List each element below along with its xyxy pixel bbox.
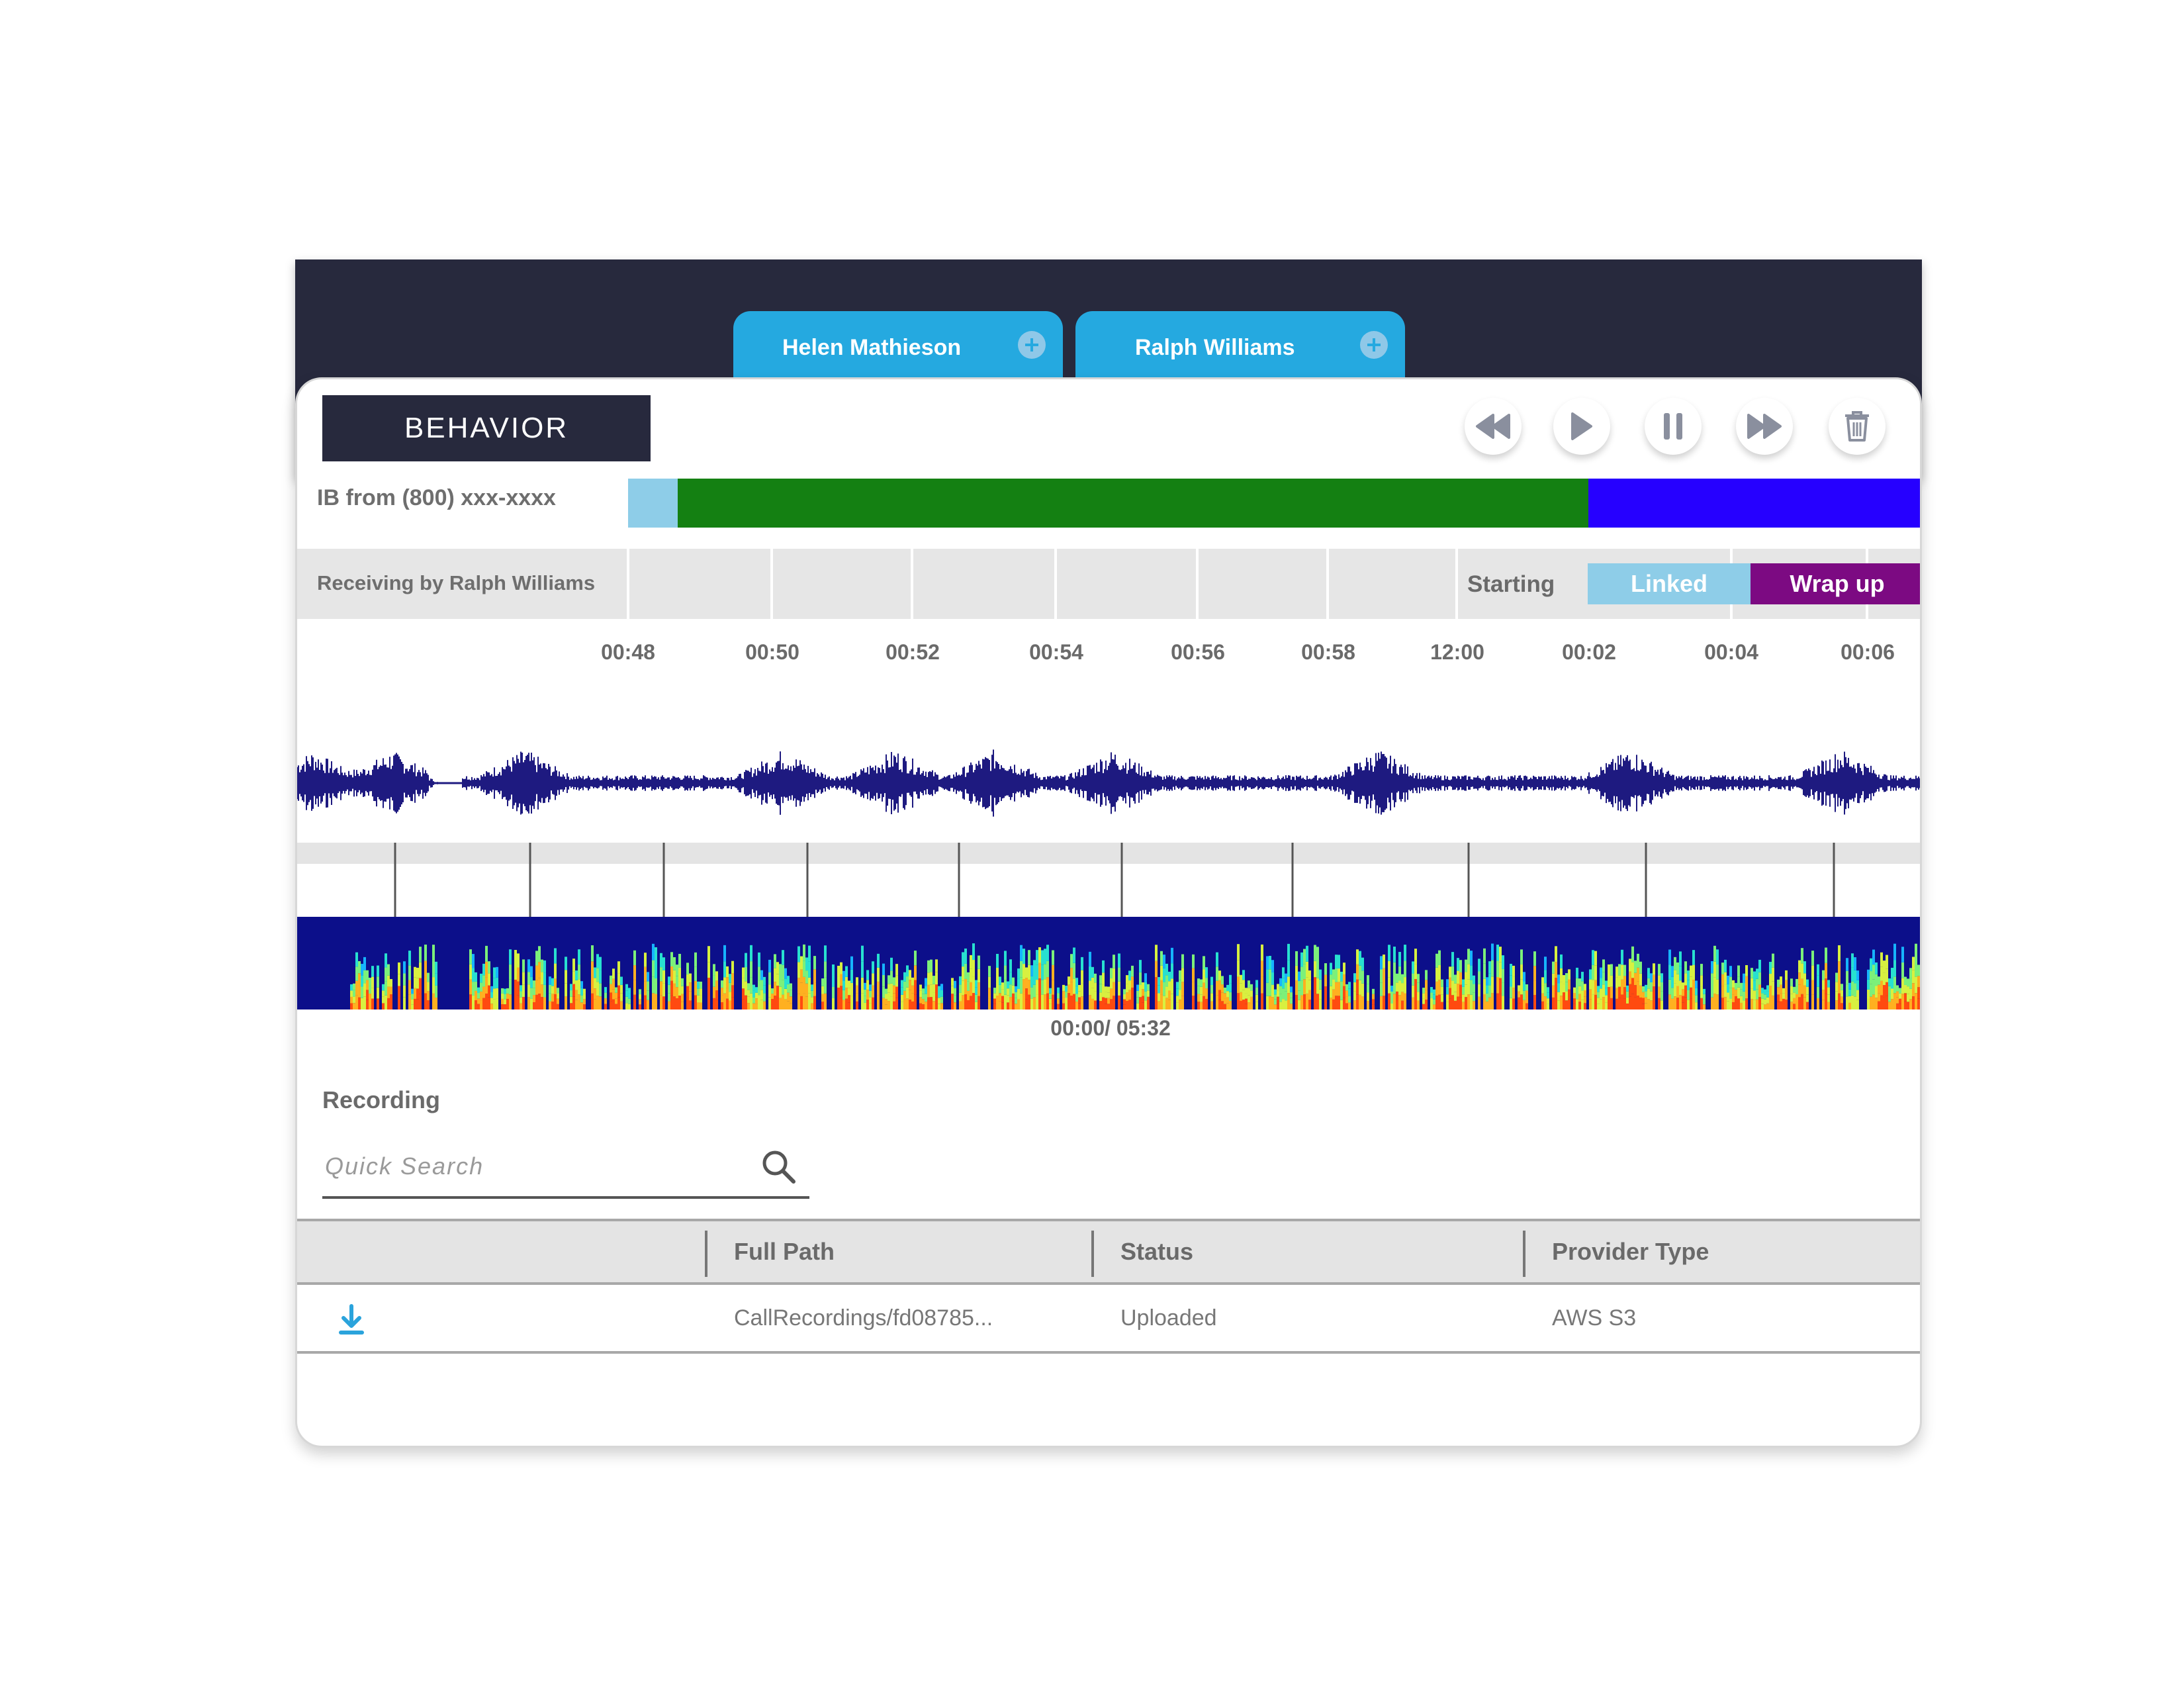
grid-divider <box>1455 549 1458 619</box>
cell-status: Uploaded <box>1120 1305 1217 1331</box>
grid-divider <box>770 549 773 619</box>
column-header-full-path[interactable]: Full Path <box>734 1238 835 1265</box>
call-label: IB from (800) xxx-xxxx <box>317 485 556 510</box>
fast-forward-icon <box>1747 414 1782 439</box>
tick-label: 00:56 <box>1171 640 1225 664</box>
tab-label: Ralph Williams <box>1135 334 1295 360</box>
status-starting: Starting <box>1467 571 1555 597</box>
column-divider <box>705 1231 707 1277</box>
recording-section-title: Recording <box>322 1086 441 1113</box>
plus-circle-icon[interactable] <box>1360 331 1388 359</box>
status-linked: Linked <box>1588 563 1751 604</box>
search-underline <box>322 1196 809 1199</box>
fast-forward-button[interactable] <box>1736 398 1793 455</box>
grid-divider <box>1054 549 1057 619</box>
cell-full-path: CallRecordings/fd08785... <box>734 1305 993 1331</box>
tab-label: Helen Mathieson <box>782 334 962 360</box>
column-header-status[interactable]: Status <box>1120 1238 1194 1265</box>
grid-divider <box>911 549 913 619</box>
behavior-panel: BEHAVIOR IB from (800) xxx-xxxx Rece <box>295 377 1922 1448</box>
tick-label: 00:02 <box>1562 640 1616 664</box>
tick-label: 00:58 <box>1301 640 1355 664</box>
grid-divider <box>627 549 629 619</box>
receiving-label: Receiving by Ralph Williams <box>317 571 596 594</box>
playback-time-readout: 00:00/ 05:32 <box>1050 1016 1171 1040</box>
scrub-track[interactable] <box>297 843 1920 864</box>
recordings-table-header: Full Path Status Provider Type <box>297 1219 1920 1285</box>
column-header-provider-type[interactable]: Provider Type <box>1552 1238 1709 1265</box>
audio-waveform[interactable] <box>297 737 1922 829</box>
segment-ringing <box>628 479 678 528</box>
panel-title: BEHAVIOR <box>322 395 651 461</box>
cell-provider-type: AWS S3 <box>1552 1305 1637 1331</box>
tick-label: 00:06 <box>1841 640 1895 664</box>
tick-label: 00:04 <box>1704 640 1758 664</box>
segment-hold <box>1588 479 1920 528</box>
grid-divider <box>1196 549 1199 619</box>
tick-label: 00:48 <box>601 640 655 664</box>
delete-button[interactable] <box>1829 398 1886 455</box>
rewind-icon <box>1476 414 1510 439</box>
spectrogram[interactable] <box>297 917 1922 1009</box>
grid-divider <box>1326 549 1329 619</box>
table-row: CallRecordings/fd08785... Uploaded AWS S… <box>297 1285 1920 1354</box>
search-icon[interactable] <box>760 1149 796 1184</box>
segment-talking <box>678 479 1588 528</box>
tick-label: 12:00 <box>1430 640 1484 664</box>
rewind-button[interactable] <box>1465 398 1522 455</box>
tab-helen-mathieson[interactable]: Helen Mathieson <box>733 311 1063 384</box>
column-divider <box>1523 1231 1525 1277</box>
trash-icon <box>1845 411 1869 442</box>
pause-icon <box>1664 413 1682 440</box>
tick-label: 00:52 <box>886 640 940 664</box>
play-button[interactable] <box>1553 398 1610 455</box>
tick-label: 00:54 <box>1029 640 1083 664</box>
pause-button[interactable] <box>1645 398 1702 455</box>
tick-label: 00:50 <box>745 640 799 664</box>
plus-circle-icon[interactable] <box>1018 331 1046 359</box>
timeline-markers <box>394 843 1835 919</box>
tab-ralph-williams[interactable]: Ralph Williams <box>1075 311 1405 384</box>
download-icon[interactable] <box>337 1303 366 1336</box>
play-icon <box>1571 412 1592 440</box>
quick-search-input[interactable] <box>324 1147 783 1186</box>
status-wrap-up: Wrap up <box>1751 563 1920 604</box>
column-divider <box>1091 1231 1094 1277</box>
